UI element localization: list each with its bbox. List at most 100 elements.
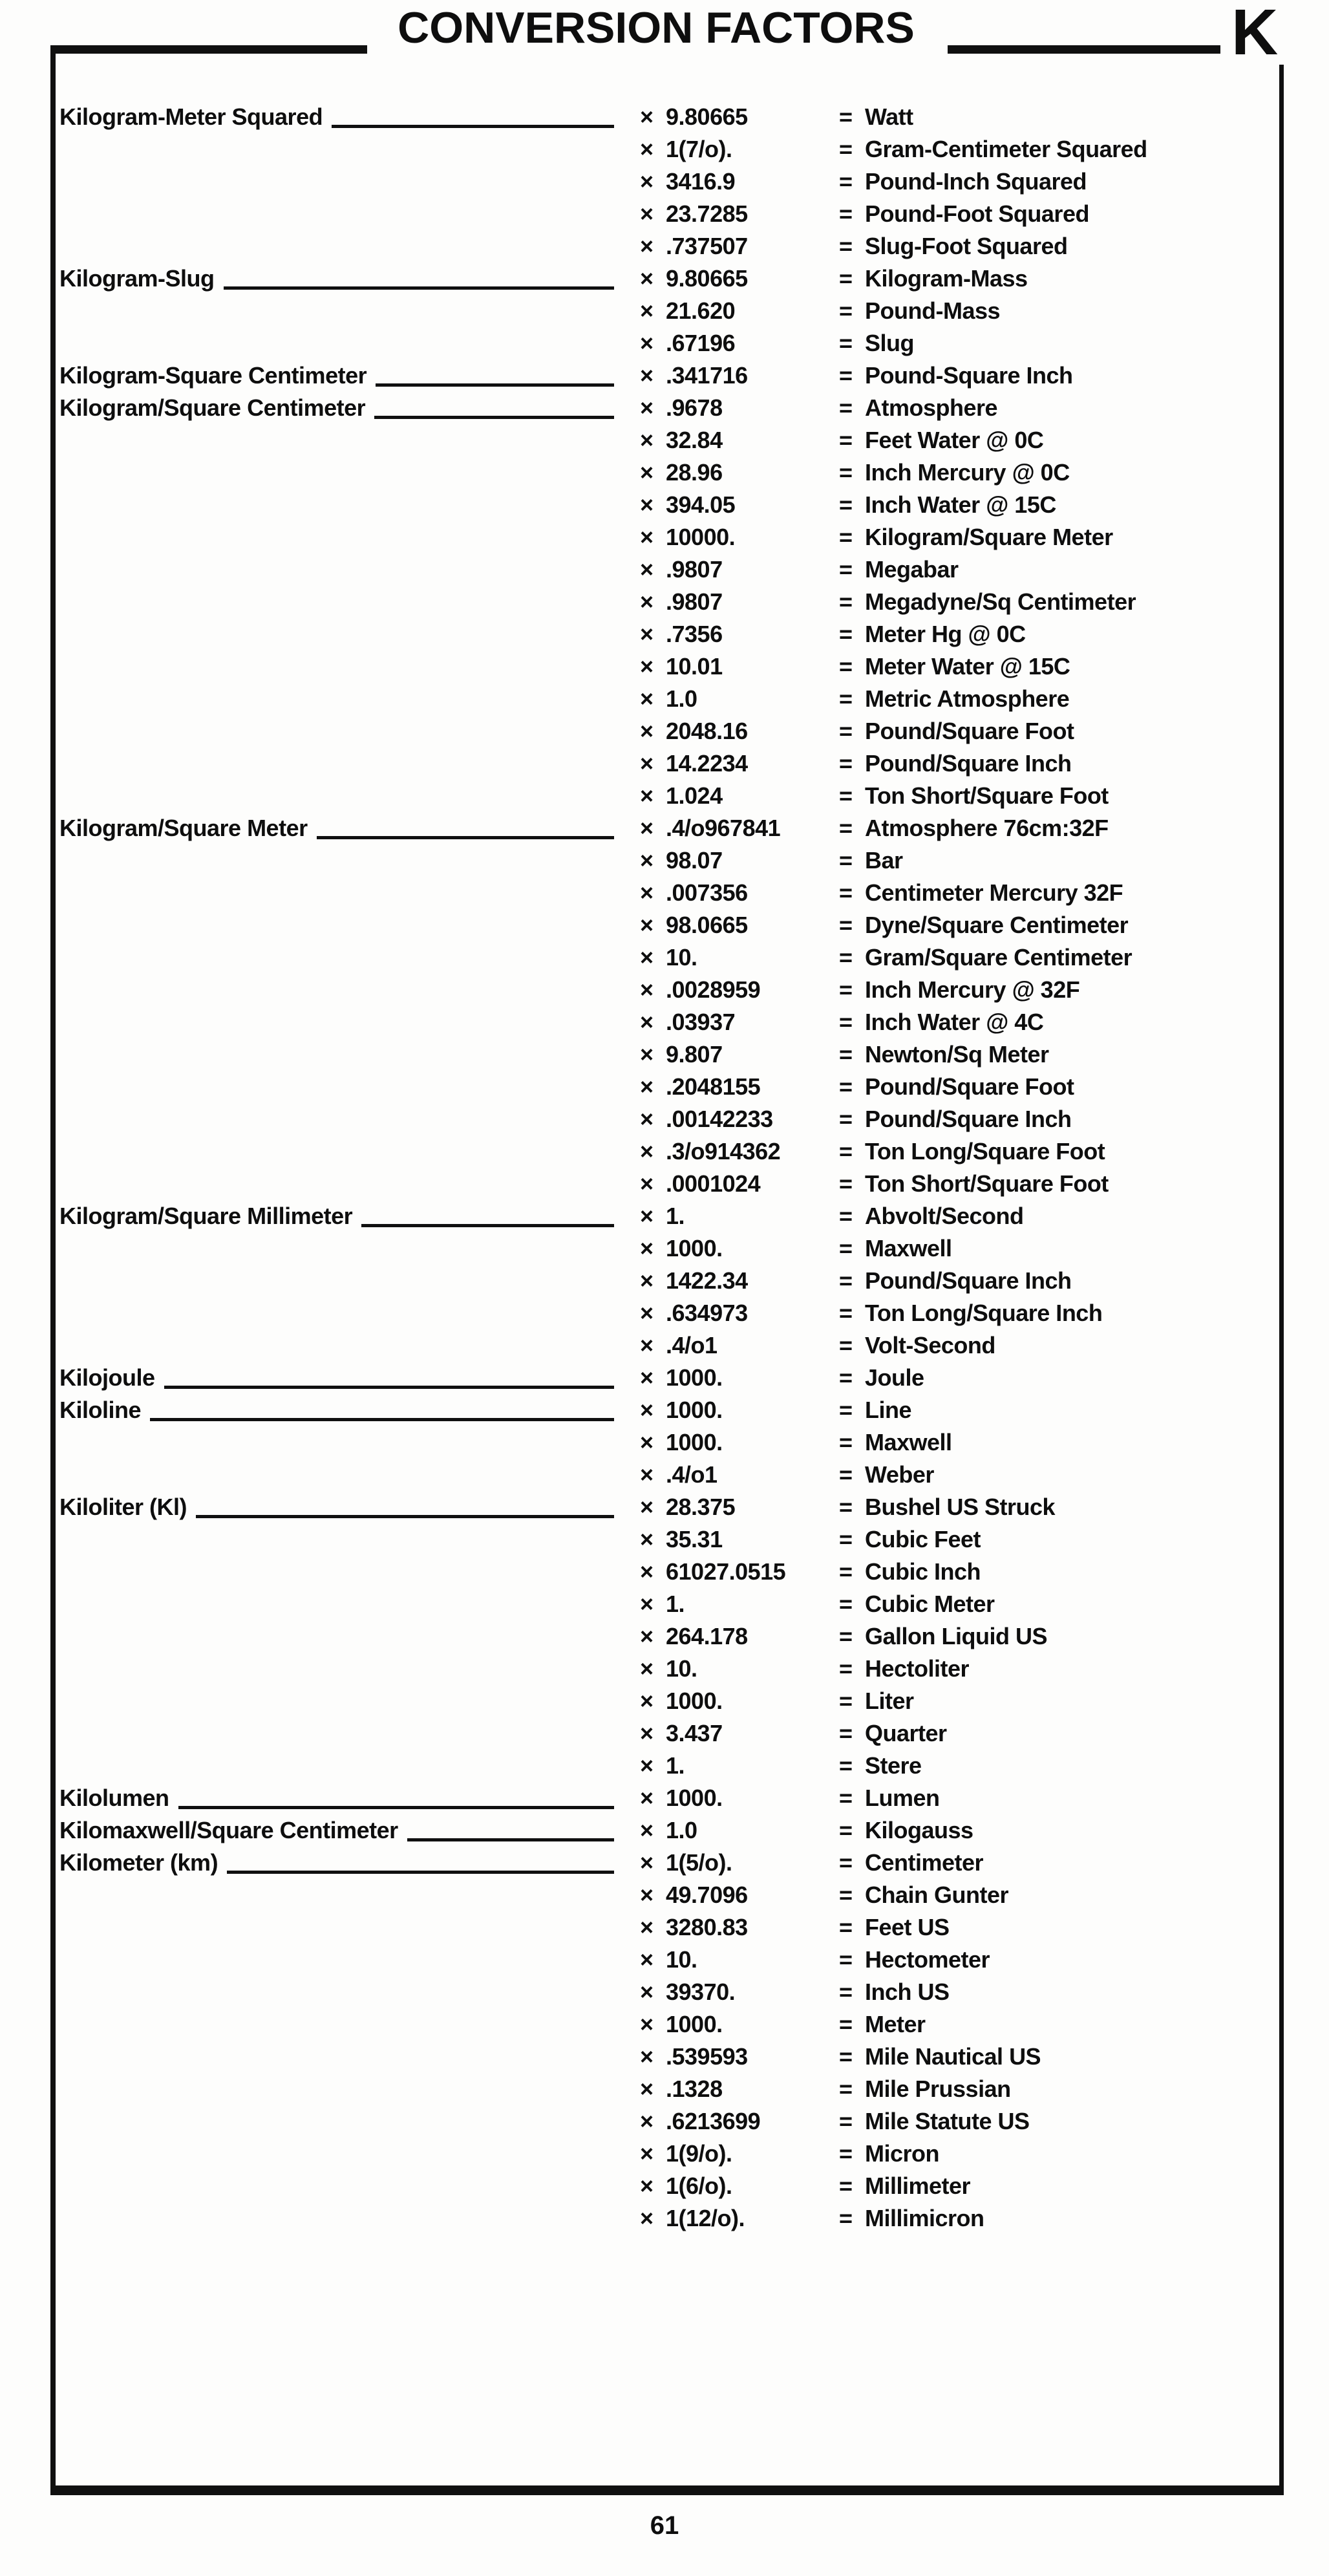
multiply-sign: × (640, 1203, 654, 1229)
multiply-sign: × (640, 976, 654, 1003)
multiply-sign: × (640, 1623, 654, 1649)
factor-value: .4/o1 (666, 1461, 718, 1488)
result-unit: Meter Hg @ 0C (865, 621, 1026, 647)
conversion-row: Kilogram-Meter Squared × 9.80665 = Watt (50, 101, 1279, 133)
equals-sign: = (839, 944, 853, 971)
conversion-row: × 10. = Hectoliter (50, 1653, 1279, 1685)
conversion-row: × 39370. = Inch US (50, 1976, 1279, 2008)
result-unit: Line (865, 1397, 912, 1423)
unit-cell: Kilogram-Meter Squared (59, 101, 617, 133)
multiply-sign: × (640, 1849, 654, 1876)
equals-sign: = (839, 1332, 853, 1358)
factor-value: 1(12/o). (666, 2205, 745, 2231)
result-unit: Hectoliter (865, 1655, 970, 1682)
result-unit: Gram/Square Centimeter (865, 944, 1132, 971)
conversion-row: × 9.807 = Newton/Sq Meter (50, 1038, 1279, 1071)
equals-sign: = (839, 233, 853, 259)
result-unit: Cubic Feet (865, 1526, 981, 1552)
equals-sign: = (839, 1235, 853, 1261)
unit-label: Kilogram-Slug (59, 265, 215, 292)
multiply-sign: × (640, 1009, 654, 1035)
leader-line (150, 1394, 614, 1421)
unit-cell (59, 166, 617, 198)
multiply-sign: × (640, 1106, 654, 1132)
factor-value: 1. (666, 1203, 685, 1229)
conversion-row: × .0001024 = Ton Short/Square Foot (50, 1168, 1279, 1200)
result-unit: Meter Water @ 15C (865, 653, 1070, 680)
multiply-sign: × (640, 200, 654, 227)
equals-sign: = (839, 1655, 853, 1682)
conversion-row: × .67196 = Slug (50, 327, 1279, 360)
multiply-sign: × (640, 394, 654, 421)
multiply-sign: × (640, 750, 654, 777)
unit-cell (59, 877, 617, 909)
unit-cell (59, 1329, 617, 1362)
conversion-row: × .7356 = Meter Hg @ 0C (50, 618, 1279, 650)
unit-label: Kilogram-Meter Squared (59, 103, 323, 130)
result-unit: Maxwell (865, 1235, 952, 1261)
factor-value: 2048.16 (666, 718, 748, 744)
factor-value: .3/o914362 (666, 1138, 781, 1165)
unit-cell (59, 2008, 617, 2041)
factor-value: 28.375 (666, 1494, 736, 1520)
factor-value: .0028959 (666, 976, 761, 1003)
factor-value: .4/o967841 (666, 815, 781, 841)
equals-sign: = (839, 2205, 853, 2231)
conversion-row: × .03937 = Inch Water @ 4C (50, 1006, 1279, 1038)
equals-sign: = (839, 1009, 853, 1035)
multiply-sign: × (640, 2043, 654, 2070)
box-border-right (1279, 65, 1284, 2495)
unit-cell (59, 844, 617, 877)
factor-value: 1000. (666, 1235, 723, 1261)
unit-cell (59, 295, 617, 327)
result-unit: Atmosphere (865, 394, 998, 421)
conversion-row: × 1000. = Maxwell (50, 1232, 1279, 1265)
equals-sign: = (839, 1720, 853, 1746)
result-unit: Watt (865, 103, 913, 130)
unit-cell (59, 715, 617, 747)
conversion-row: × 10. = Gram/Square Centimeter (50, 941, 1279, 974)
page-number: 61 (650, 2511, 679, 2540)
factor-value: 394.05 (666, 491, 736, 518)
factor-value: 1000. (666, 1364, 723, 1391)
equals-sign: = (839, 103, 853, 130)
leader-line (374, 392, 614, 419)
multiply-sign: × (640, 330, 654, 356)
unit-cell: Kiloliter (Kl) (59, 1491, 617, 1523)
factor-value: 9.80665 (666, 265, 748, 292)
result-unit: Hectometer (865, 1946, 990, 1973)
result-unit: Millimicron (865, 2205, 984, 2231)
conversion-row: × 1000. = Liter (50, 1685, 1279, 1717)
unit-cell (59, 2202, 617, 2235)
conversion-row: × 14.2234 = Pound/Square Inch (50, 747, 1279, 780)
result-unit: Gram-Centimeter Squared (865, 136, 1147, 162)
multiply-sign: × (640, 2076, 654, 2102)
unit-label: Kilogram/Square Millimeter (59, 1203, 353, 1229)
multiply-sign: × (640, 491, 654, 518)
result-unit: Pound/Square Inch (865, 1106, 1072, 1132)
result-unit: Megadyne/Sq Centimeter (865, 588, 1136, 615)
equals-sign: = (839, 362, 853, 389)
factor-value: .1328 (666, 2076, 723, 2102)
conversion-row: × 394.05 = Inch Water @ 15C (50, 489, 1279, 521)
equals-sign: = (839, 459, 853, 486)
section-letter: K (1231, 0, 1279, 69)
multiply-sign: × (640, 168, 654, 195)
unit-cell (59, 198, 617, 230)
factor-value: 1(7/o). (666, 136, 732, 162)
unit-cell (59, 683, 617, 715)
equals-sign: = (839, 750, 853, 777)
conversion-row: × 2048.16 = Pound/Square Foot (50, 715, 1279, 747)
conversion-row: × 3416.9 = Pound-Inch Squared (50, 166, 1279, 198)
unit-cell (59, 1717, 617, 1750)
result-unit: Feet US (865, 1914, 950, 1940)
result-unit: Gallon Liquid US (865, 1623, 1048, 1649)
multiply-sign: × (640, 233, 654, 259)
multiply-sign: × (640, 459, 654, 486)
equals-sign: = (839, 136, 853, 162)
equals-sign: = (839, 588, 853, 615)
equals-sign: = (839, 1364, 853, 1391)
equals-sign: = (839, 1591, 853, 1617)
multiply-sign: × (640, 1267, 654, 1294)
conversion-row: × .00142233 = Pound/Square Inch (50, 1103, 1279, 1135)
